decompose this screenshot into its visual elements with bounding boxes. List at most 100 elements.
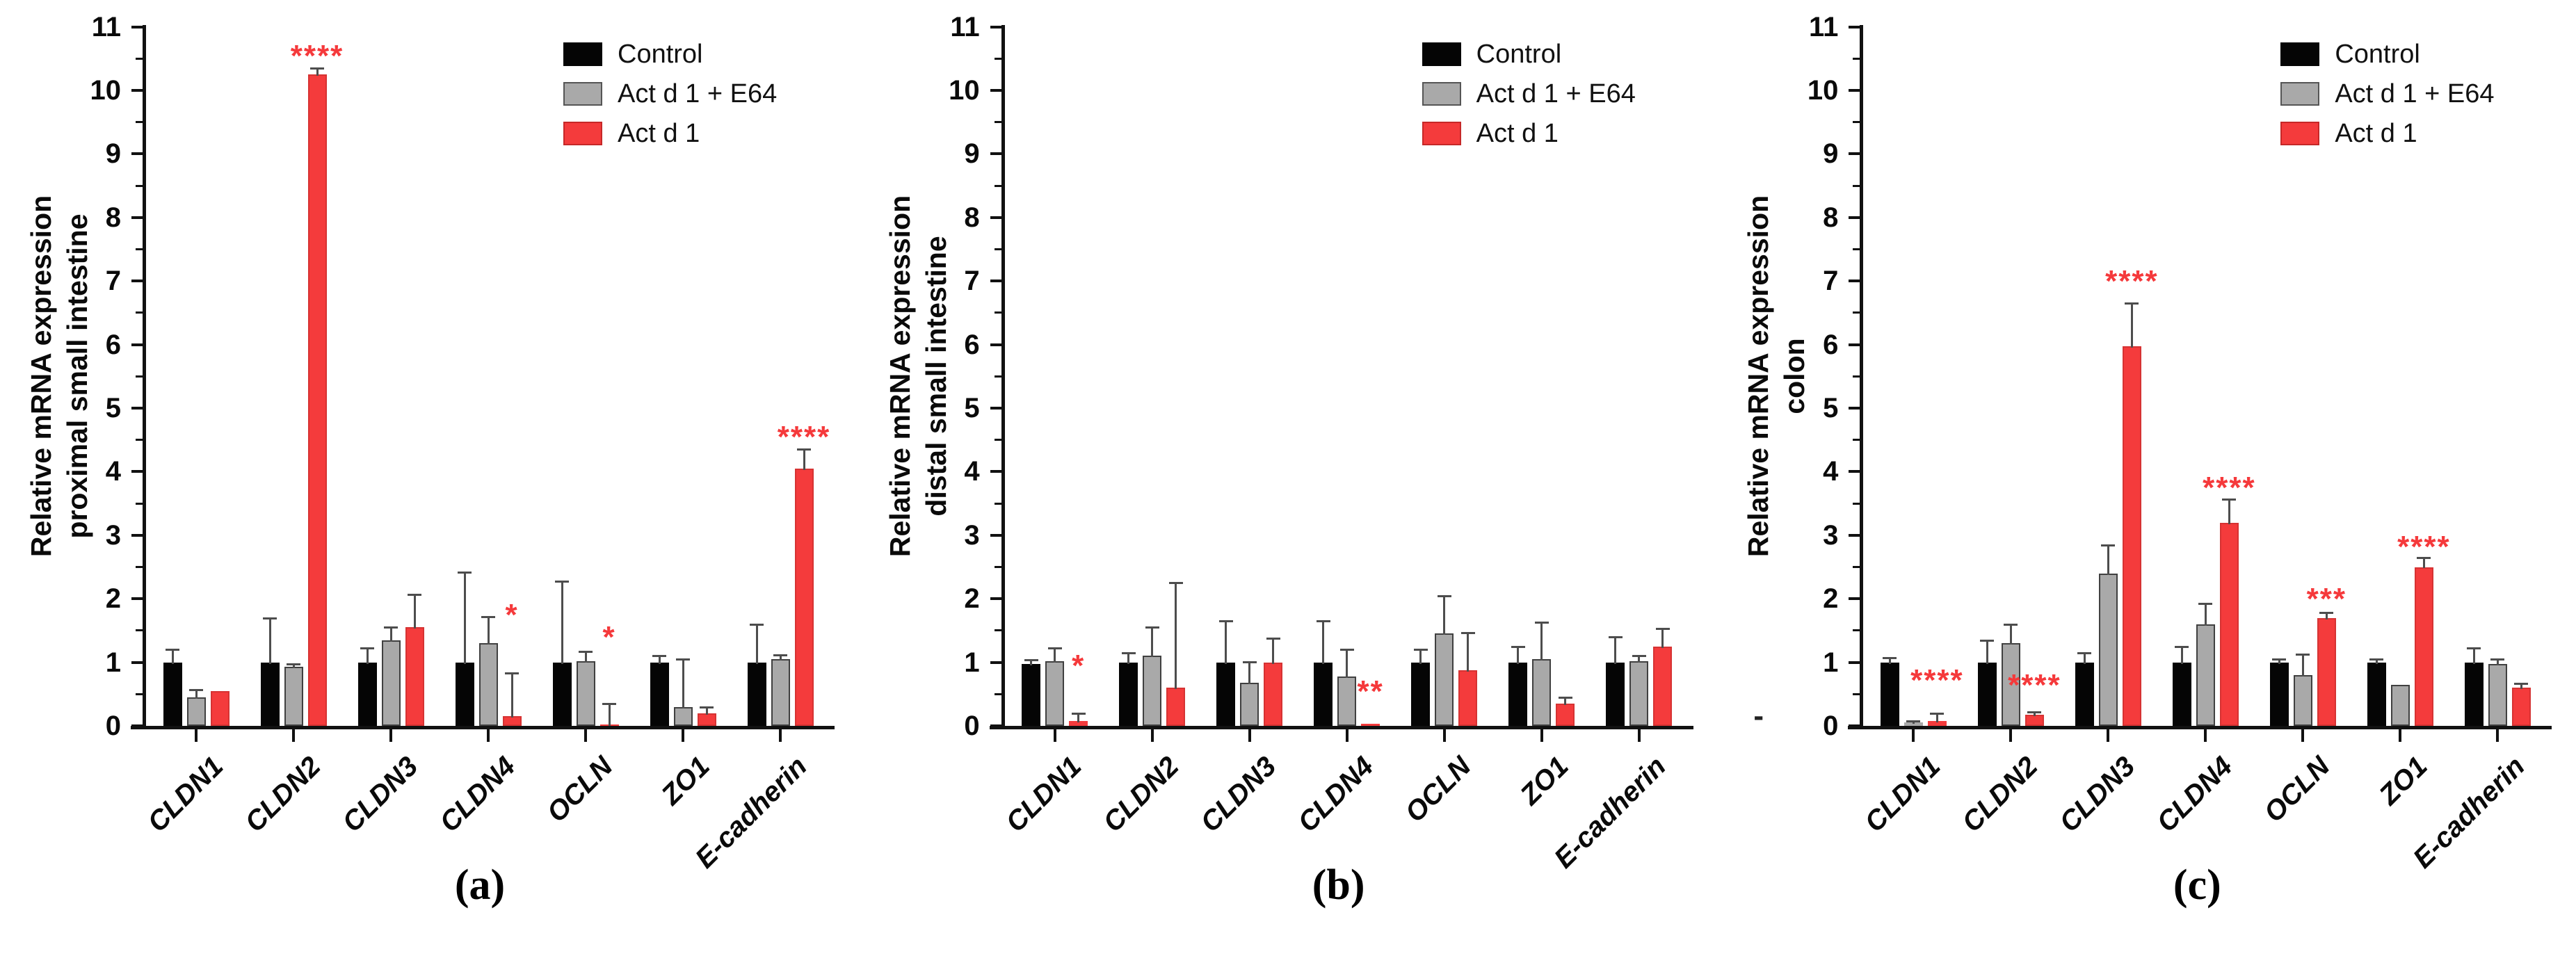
- y-tick-label: 10: [949, 75, 980, 106]
- y-major-tick: [131, 152, 143, 156]
- bar-act-d-1: [697, 713, 716, 726]
- stray-mark: -: [1753, 699, 1764, 733]
- y-tick-label: 9: [1823, 138, 1839, 170]
- error-bar-cap: [505, 672, 519, 675]
- error-bar-cap: [2175, 645, 2189, 648]
- error-bar-cap: [2490, 658, 2505, 661]
- y-minor-tick: [994, 121, 1001, 124]
- y-major-tick: [1849, 470, 1860, 473]
- y-minor-tick: [136, 184, 143, 187]
- bar-act-d-1: [1556, 704, 1575, 726]
- y-axis-line: [1860, 24, 1864, 729]
- bar-control: [1977, 662, 1997, 726]
- y-tick-label: 1: [105, 647, 121, 678]
- error-bar-cap: [166, 649, 179, 651]
- y-major-tick: [131, 407, 143, 410]
- bar-act-d-1: [2024, 715, 2044, 726]
- error-bar: [584, 651, 587, 663]
- y-minor-tick: [1853, 692, 1860, 695]
- y-major-tick: [990, 152, 1001, 156]
- y-tick-label: 0: [1823, 711, 1839, 741]
- error-bar-cap: [1437, 594, 1451, 597]
- y-minor-tick: [136, 121, 143, 124]
- y-tick-label: 0: [105, 711, 121, 741]
- bar-act-d-1: [210, 690, 230, 726]
- bar-control: [163, 662, 182, 726]
- x-tick: [389, 729, 392, 742]
- error-bar: [1322, 621, 1325, 664]
- error-bar: [803, 449, 805, 470]
- y-tick-label: 8: [964, 202, 980, 233]
- y-major-tick: [1849, 89, 1860, 92]
- y-tick-label: 4: [1823, 456, 1839, 487]
- error-bar: [2496, 659, 2499, 666]
- y-tick-label: 10: [1807, 75, 1839, 106]
- y-tick-label: 3: [964, 519, 980, 551]
- y-axis-title-line1: Relative mRNA expression: [883, 195, 916, 558]
- legend-label: Control: [618, 40, 703, 69]
- y-tick-label: 1: [1823, 647, 1839, 678]
- legend-swatch-act-d-1: [1422, 122, 1461, 145]
- error-bar: [2033, 711, 2036, 717]
- error-bar: [413, 594, 416, 629]
- error-bar: [1054, 648, 1056, 663]
- y-major-tick: [131, 470, 143, 473]
- significance-marker: *: [1072, 649, 1086, 683]
- bar-act-d-1-e64: [1240, 682, 1259, 726]
- y-major-tick: [1849, 533, 1860, 537]
- error-bar-cap: [652, 655, 666, 658]
- error-bar-cap: [1121, 651, 1136, 654]
- bar-act-d-1: [2219, 522, 2239, 726]
- y-minor-tick: [1853, 184, 1860, 187]
- x-category-label: OCLN: [1399, 751, 1477, 829]
- bar-control: [455, 662, 474, 726]
- x-tick: [1912, 729, 1915, 742]
- error-bar: [779, 654, 782, 661]
- bar-control: [260, 662, 280, 726]
- bar-act-d-1: [1458, 670, 1478, 726]
- error-bar: [195, 689, 198, 699]
- bar-control: [1411, 662, 1431, 726]
- error-bar: [1419, 649, 1422, 664]
- error-bar: [2083, 652, 2086, 664]
- y-tick-label: 6: [105, 329, 121, 360]
- x-tick: [195, 729, 198, 742]
- error-bar-cap: [1655, 628, 1670, 631]
- y-minor-tick: [994, 502, 1001, 505]
- bar-act-d-1-e64: [1435, 633, 1454, 726]
- legend-label: Control: [2335, 40, 2420, 69]
- error-bar-cap: [1883, 657, 1897, 660]
- x-category-label: CLDN2: [1956, 751, 2044, 838]
- y-major-tick: [990, 216, 1001, 219]
- bar-act-d-1-e64: [2098, 573, 2118, 726]
- bar-act-d-1-e64: [2001, 643, 2020, 726]
- significance-marker: **: [1357, 674, 1384, 708]
- x-tick: [1248, 729, 1251, 742]
- y-tick-label: 9: [964, 138, 980, 170]
- error-bar: [1912, 720, 1915, 724]
- y-major-tick: [131, 216, 143, 219]
- y-major-tick: [131, 279, 143, 283]
- bar-act-d-1-e64: [1629, 661, 1649, 726]
- bar-act-d-1: [2122, 346, 2141, 726]
- bar-act-d-1: [1166, 688, 1186, 726]
- error-bar-cap: [2467, 647, 2481, 650]
- y-tick-label: 9: [105, 138, 121, 170]
- error-bar: [2472, 648, 2475, 664]
- error-bar-cap: [1218, 620, 1233, 623]
- y-axis-title: Relative mRNA expression colon: [1740, 25, 1817, 727]
- error-bar-cap: [579, 651, 593, 654]
- y-major-tick: [990, 470, 1001, 473]
- error-bar-cap: [773, 654, 787, 656]
- bar-act-d-1: [1653, 646, 1673, 726]
- error-bar-cap: [1558, 696, 1572, 699]
- error-bar-cap: [1024, 658, 1038, 661]
- error-bar-cap: [2198, 602, 2213, 605]
- y-major-tick: [990, 25, 1001, 29]
- y-minor-tick: [1853, 57, 1860, 60]
- x-category-label: CLDN1: [1859, 751, 1947, 838]
- bar-act-d-1: [307, 74, 327, 726]
- y-tick-label: 4: [964, 456, 980, 487]
- x-category-label: OCLN: [540, 751, 619, 829]
